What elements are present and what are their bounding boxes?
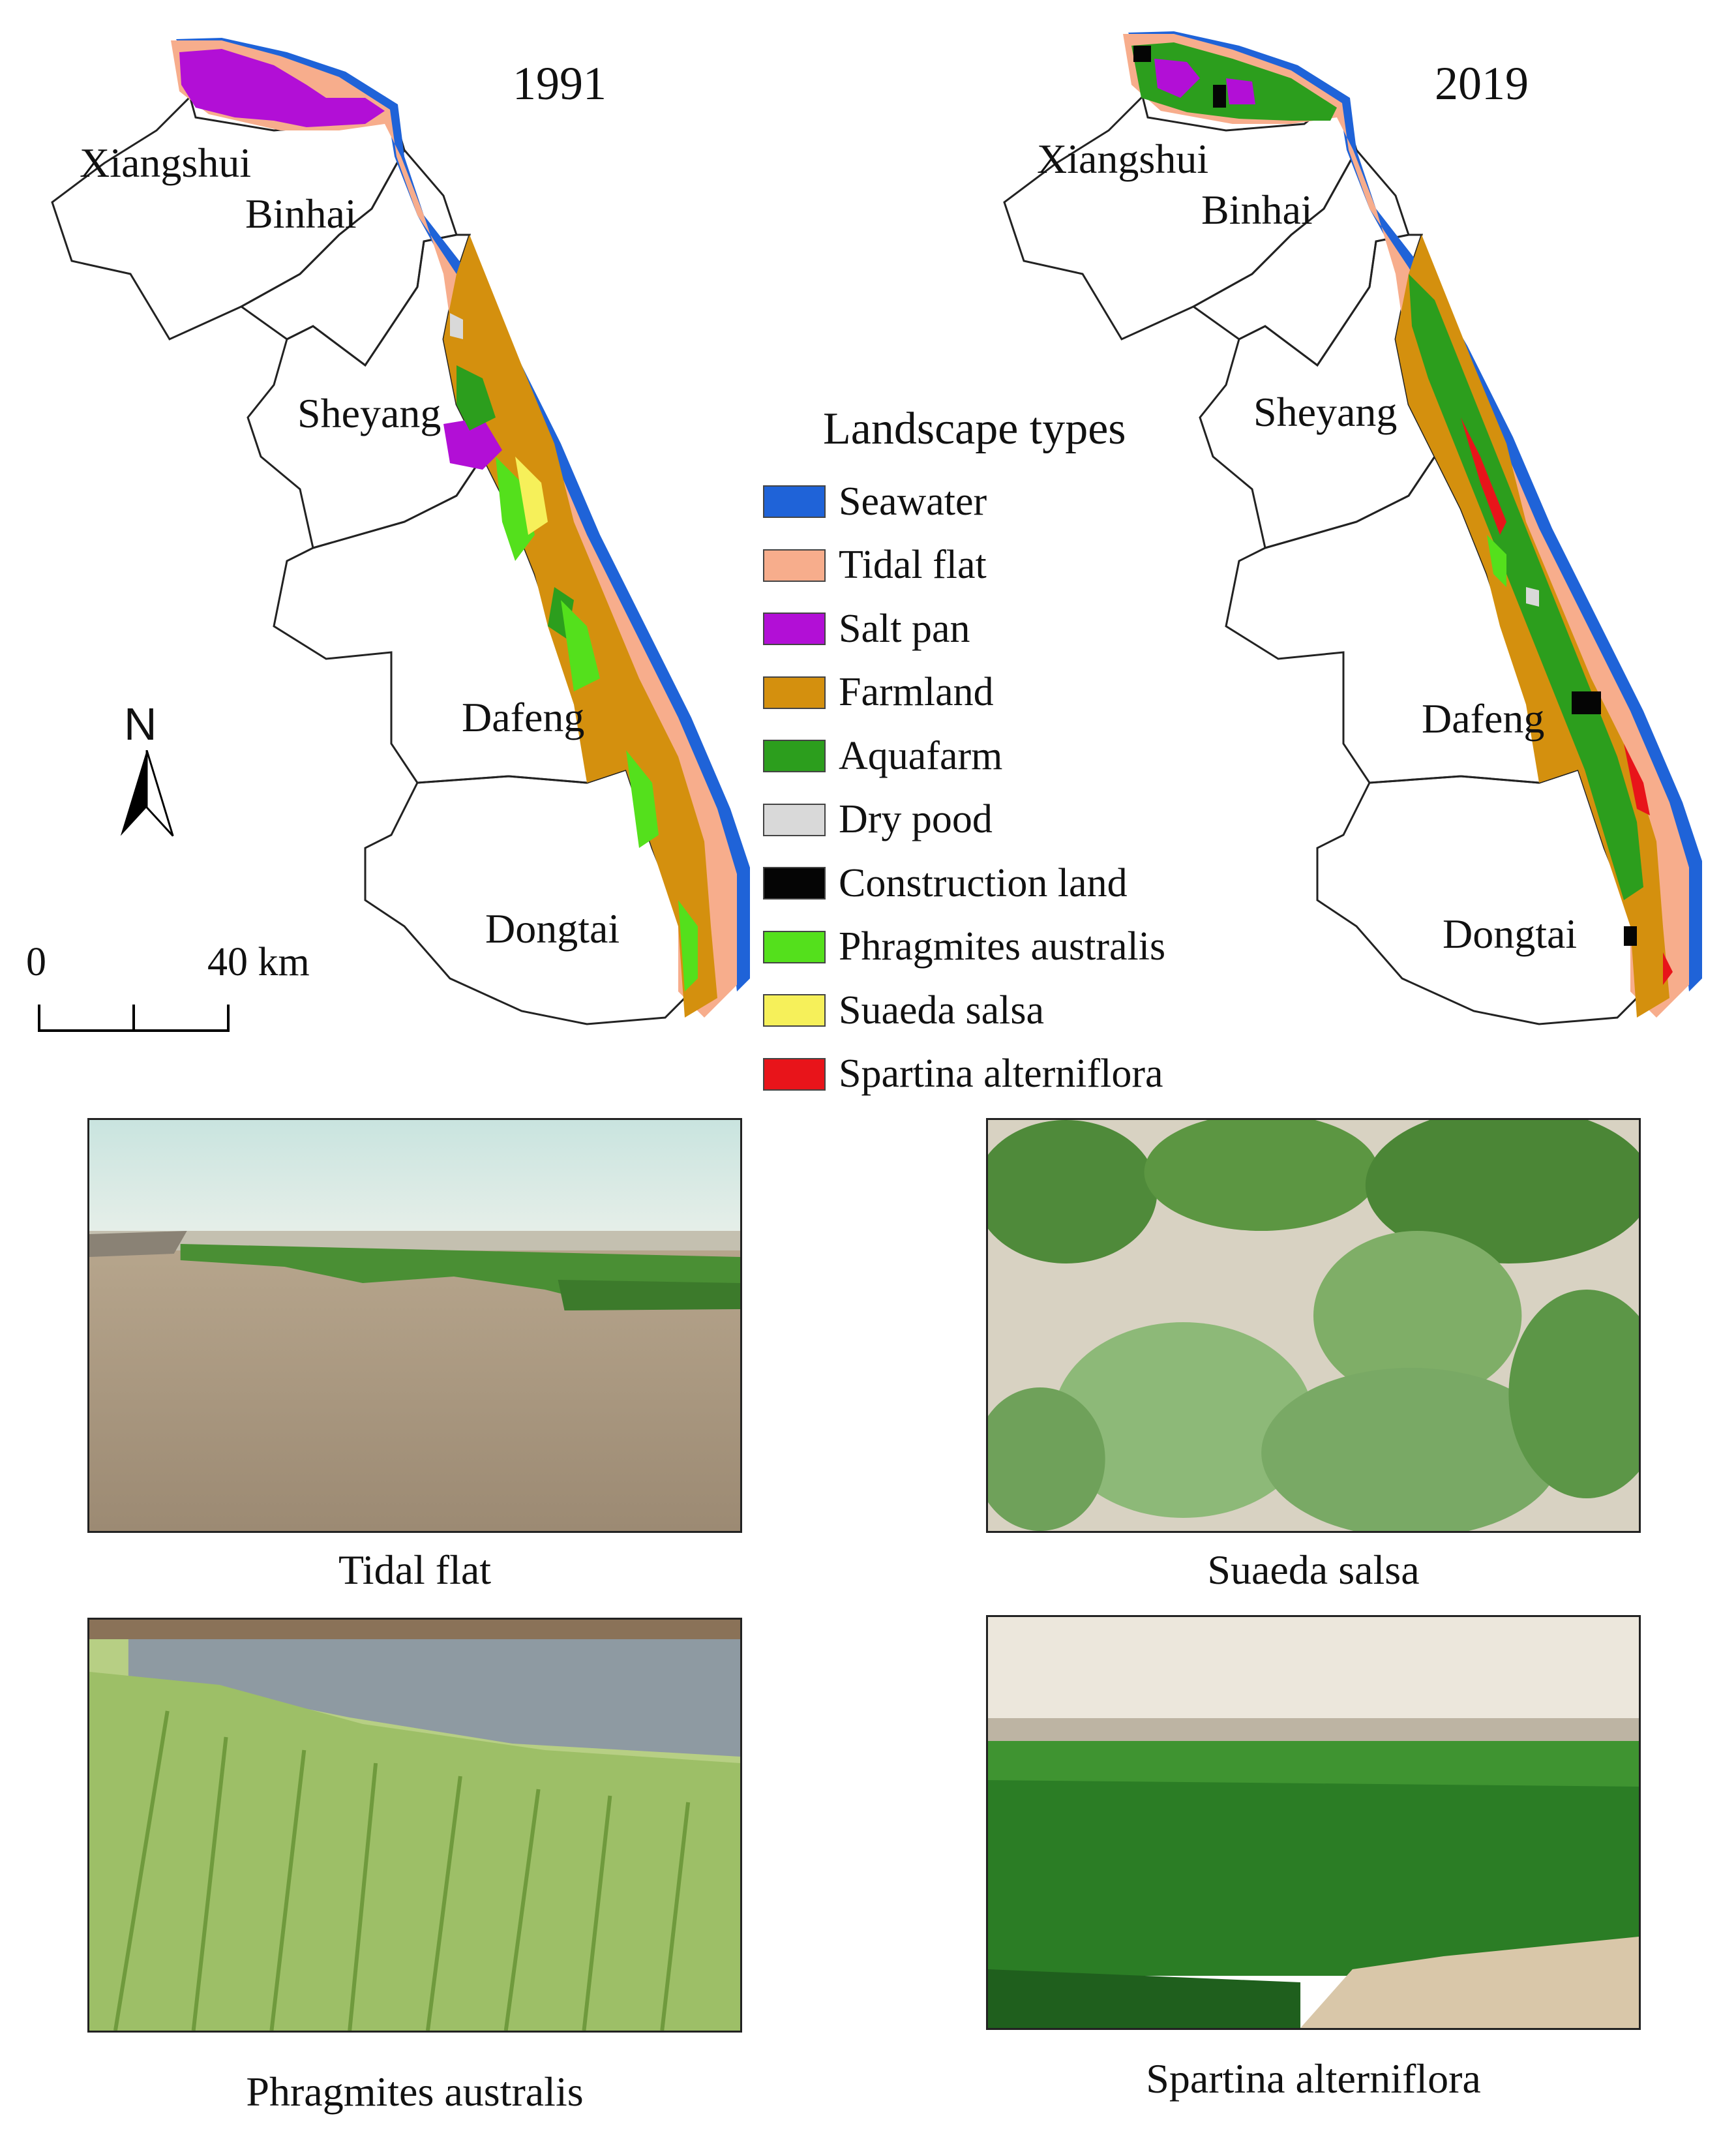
legend-label: Construction land — [839, 860, 1128, 905]
map-1991 — [51, 38, 750, 1025]
legend-label: Farmland — [839, 670, 994, 714]
scale-bar — [38, 1005, 230, 1032]
legend-item: Seawater — [763, 479, 987, 524]
photo-suaeda-salsa — [986, 1118, 1641, 1533]
north-arrow-letter: N — [124, 699, 157, 749]
coast-salt-pan-1991 — [179, 49, 385, 127]
county-label: Dafeng — [462, 694, 585, 740]
legend-item: Salt pan — [763, 606, 970, 652]
legend-swatch — [763, 613, 826, 645]
county-label: Binhai — [1201, 187, 1313, 233]
legend-label: Salt pan — [839, 606, 970, 651]
county-label: Dongtai — [485, 905, 620, 952]
scale-start-label: 0 — [26, 940, 46, 984]
county-label: Binhai — [245, 190, 357, 237]
map-year-left: 1991 — [513, 57, 606, 110]
county-label: Sheyang — [297, 390, 441, 436]
legend-label: Suaeda salsa — [839, 988, 1045, 1033]
scale-end-label: 40 km — [207, 940, 310, 984]
county-label: Xiangshui — [1037, 136, 1209, 182]
north-arrow-icon — [120, 750, 174, 837]
legend-item: Dry pood — [763, 797, 993, 843]
legend-item: Spartina alterniflora — [763, 1051, 1163, 1097]
photo-caption: Suaeda salsa — [1207, 1547, 1420, 1593]
legend-label: Dry pood — [839, 797, 993, 841]
legend-label: Aquafarm — [839, 733, 1003, 778]
legend-swatch — [763, 994, 826, 1027]
legend-swatch — [763, 549, 826, 582]
legend-item: Construction land — [763, 860, 1128, 906]
legend-title: Landscape types — [823, 404, 1126, 454]
map-year-right: 2019 — [1435, 57, 1529, 110]
county-outline-binhai — [239, 148, 458, 367]
photo-phragmites-australis — [87, 1618, 742, 2033]
county-label: Sheyang — [1253, 389, 1398, 435]
photo-spartina-alterniflora — [986, 1615, 1641, 2030]
photo-caption: Phragmites australis — [246, 2068, 584, 2115]
photo-caption: Spartina alterniflora — [1146, 2055, 1481, 2102]
coast-tidal-flat-1991 — [171, 40, 737, 1018]
map-2019 — [1003, 31, 1702, 1025]
legend-swatch — [763, 740, 826, 772]
legend-swatch — [763, 803, 826, 836]
legend-swatch — [763, 1057, 826, 1091]
county-label: Dafeng — [1422, 695, 1545, 742]
legend-swatch — [763, 485, 826, 518]
county-outline-binhai — [1191, 148, 1410, 367]
photo-tidal-flat — [87, 1118, 742, 1533]
legend-item: Aquafarm — [763, 733, 1002, 779]
legend-item: Farmland — [763, 670, 994, 716]
legend-swatch — [763, 867, 826, 900]
legend-label: Tidal flat — [839, 543, 987, 587]
legend-item: Suaeda salsa — [763, 988, 1044, 1033]
legend-label: Seawater — [839, 479, 987, 524]
legend-item: Phragmites australis — [763, 924, 1165, 970]
legend-label: Spartina alterniflora — [839, 1051, 1163, 1096]
photo-caption: Tidal flat — [338, 1547, 492, 1593]
legend-item: Tidal flat — [763, 543, 987, 588]
county-label: Dongtai — [1443, 911, 1578, 957]
legend-label: Phragmites australis — [839, 924, 1166, 969]
legend-swatch — [763, 676, 826, 709]
county-label: Xiangshui — [80, 140, 252, 186]
legend-swatch — [763, 930, 826, 963]
